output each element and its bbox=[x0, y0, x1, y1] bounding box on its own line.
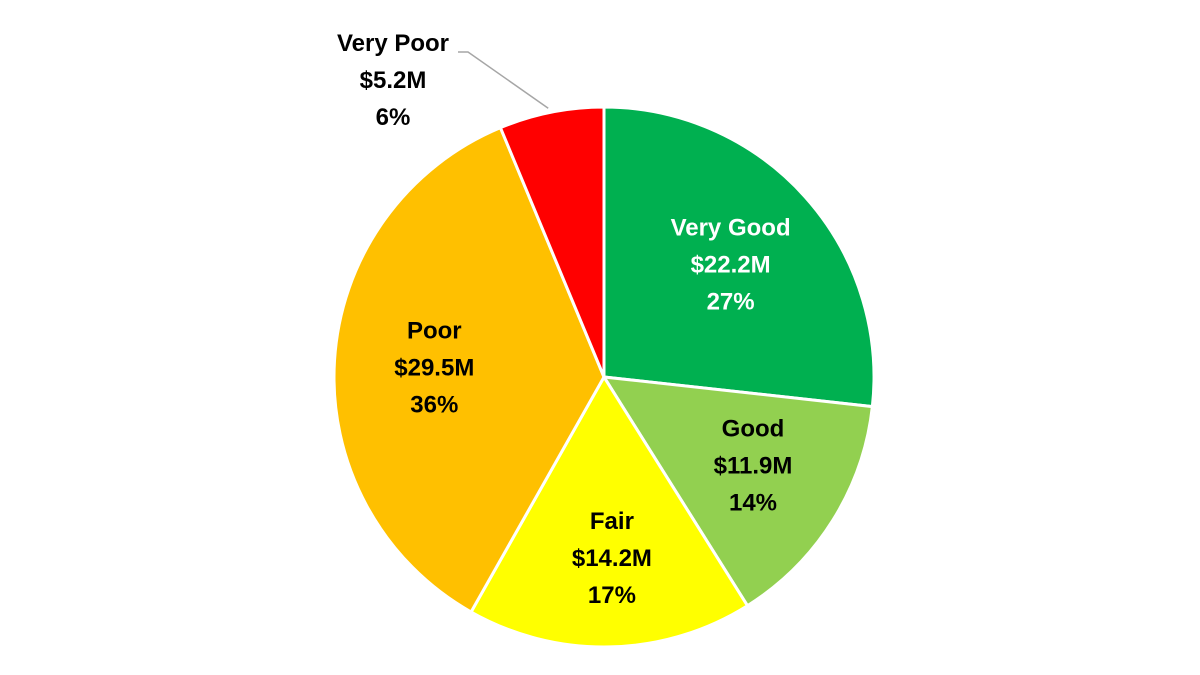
data-label-fair-percent: 17% bbox=[588, 582, 636, 609]
data-label-good-value: $11.9M bbox=[714, 452, 793, 479]
slice-very-poor bbox=[498, 105, 606, 378]
data-label-very-poor-value: $5.2M bbox=[360, 67, 427, 94]
data-label-poor-percent: 36% bbox=[410, 392, 458, 419]
slice-very-good bbox=[602, 105, 876, 409]
data-label-very-good-percent: 27% bbox=[707, 289, 755, 316]
slice-fair bbox=[469, 374, 750, 649]
data-label-fair-name: Fair bbox=[590, 508, 634, 535]
data-label-very-good-name: Very Good bbox=[671, 215, 791, 242]
data-label-fair-value: $14.2M bbox=[572, 545, 652, 572]
data-label-poor-value: $29.5M bbox=[394, 355, 474, 382]
data-label-good-percent: 14% bbox=[729, 489, 777, 516]
data-label-very-good-value: $22.2M bbox=[691, 252, 771, 279]
leader-lines bbox=[458, 51, 549, 109]
slice-labels: Very Good $22.2M 27% Good $11.9M 14% Fair $14.2… bbox=[337, 30, 792, 609]
slice-good bbox=[601, 375, 875, 608]
slice-poor bbox=[332, 125, 606, 615]
data-label-very-poor-name: Very Poor bbox=[337, 30, 449, 57]
data-label-poor-name: Poor bbox=[407, 318, 462, 345]
data-label-good-name: Good bbox=[722, 415, 785, 442]
pie-slices bbox=[332, 105, 876, 649]
leader-line-very-poor bbox=[458, 51, 549, 109]
data-label-very-poor-percent: 6% bbox=[376, 104, 411, 131]
